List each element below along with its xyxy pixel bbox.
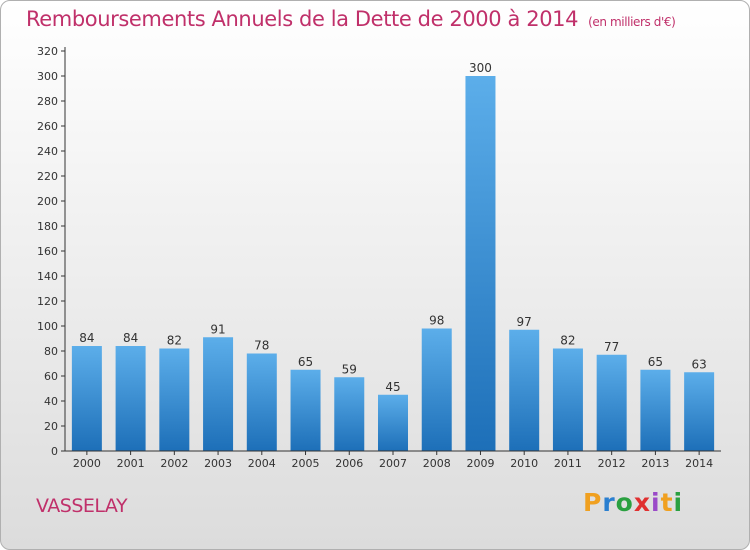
bar-2007[interactable]	[378, 394, 408, 451]
data-label-2013: 65	[648, 355, 663, 369]
y-tick-label-160: 160	[37, 245, 58, 258]
title-text: Remboursements Annuels de la Dette de 20…	[26, 7, 579, 31]
y-tick-label-180: 180	[37, 220, 58, 233]
data-label-2012: 77	[604, 340, 619, 354]
bar-2013[interactable]	[640, 369, 671, 451]
logo-letter: r	[602, 488, 616, 517]
bars-layer: 84 84 82 91 78 65 59 45 98 300 97 82 77 65 63	[71, 61, 715, 452]
x-tick-label-2000: 2000	[73, 457, 101, 470]
data-label-2000: 84	[79, 331, 94, 345]
x-tick-label-2014: 2014	[685, 457, 713, 470]
data-label-2004: 78	[254, 339, 269, 353]
bar-2010[interactable]	[509, 329, 540, 451]
y-tick-label-20: 20	[44, 420, 58, 433]
data-label-2001: 84	[123, 331, 138, 345]
chart-title: Remboursements Annuels de la Dette de 20…	[26, 7, 676, 31]
bar-2004[interactable]	[246, 353, 277, 452]
data-label-2011: 82	[560, 334, 575, 348]
y-tick-label-140: 140	[37, 270, 58, 283]
bar-2003[interactable]	[203, 337, 234, 451]
x-tick-label-2013: 2013	[641, 457, 669, 470]
x-tick-label-2007: 2007	[379, 457, 407, 470]
bar-2009[interactable]	[465, 76, 496, 451]
axis-layer: 2000 2001 2002 2003 2004 2005 2006 2007 2008 2009…	[37, 45, 721, 470]
logo-letter: x	[633, 488, 651, 517]
bar-2006[interactable]	[334, 377, 365, 451]
x-tick-label-2005: 2005	[292, 457, 320, 470]
bar-2000[interactable]	[71, 346, 102, 451]
data-label-2008: 98	[429, 314, 444, 328]
bar-2011[interactable]	[552, 348, 583, 452]
proxiti-logo[interactable]: Proxiti	[583, 488, 683, 517]
bar-2001[interactable]	[115, 346, 146, 451]
data-label-2002: 82	[167, 334, 182, 348]
x-tick-label-2008: 2008	[423, 457, 451, 470]
data-label-2003: 91	[210, 322, 225, 336]
y-tick-label-320: 320	[37, 45, 58, 58]
y-tick-label-200: 200	[37, 195, 58, 208]
logo-letter: t	[660, 488, 674, 517]
x-tick-label-2003: 2003	[204, 457, 232, 470]
y-tick-label-80: 80	[44, 345, 58, 358]
y-tick-label-260: 260	[37, 120, 58, 133]
city-name: VASSELAY	[36, 495, 128, 517]
y-tick-label-280: 280	[37, 95, 58, 108]
x-tick-label-2004: 2004	[248, 457, 276, 470]
x-tick-label-2006: 2006	[335, 457, 363, 470]
y-tick-label-120: 120	[37, 295, 58, 308]
logo-letter: i	[651, 488, 661, 517]
data-label-2006: 59	[342, 362, 357, 376]
data-label-2005: 65	[298, 355, 313, 369]
bar-2005[interactable]	[290, 369, 321, 451]
data-label-2014: 63	[691, 357, 706, 371]
x-tick-label-2012: 2012	[598, 457, 626, 470]
logo-letter: i	[673, 488, 684, 517]
y-tick-label-0: 0	[51, 445, 58, 458]
logo-letter: o	[615, 488, 634, 517]
x-tick-label-2010: 2010	[510, 457, 538, 470]
bar-2002[interactable]	[159, 348, 190, 452]
logo-letter: P	[583, 488, 603, 517]
y-tick-label-40: 40	[44, 395, 58, 408]
y-tick-label-60: 60	[44, 370, 58, 383]
bar-2012[interactable]	[596, 354, 627, 451]
x-tick-label-2009: 2009	[466, 457, 494, 470]
unit-label: (en milliers d'€)	[588, 15, 676, 29]
y-tick-label-240: 240	[37, 145, 58, 158]
x-tick-label-2011: 2011	[554, 457, 582, 470]
data-label-2010: 97	[517, 315, 532, 329]
y-tick-label-220: 220	[37, 170, 58, 183]
x-tick-label-2001: 2001	[117, 457, 145, 470]
y-tick-label-100: 100	[37, 320, 58, 333]
data-label-2009: 300	[469, 61, 492, 75]
bar-2014[interactable]	[684, 372, 715, 451]
bar-2008[interactable]	[421, 328, 452, 452]
data-label-2007: 45	[385, 380, 400, 394]
x-tick-label-2002: 2002	[160, 457, 188, 470]
y-tick-label-300: 300	[37, 70, 58, 83]
